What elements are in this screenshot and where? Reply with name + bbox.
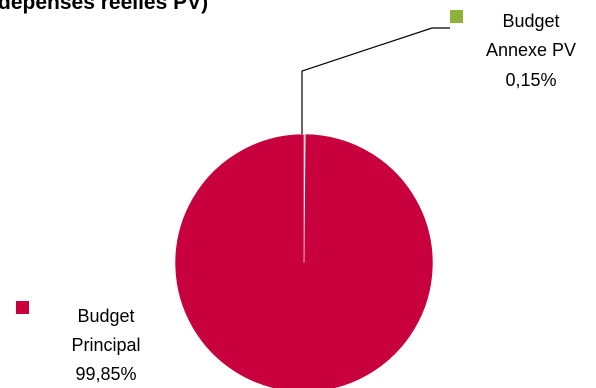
data-label-budget-annexe-pv-value: 0,15% — [505, 70, 556, 90]
data-label-budget-annexe-pv-name-0: Budget — [502, 11, 559, 31]
data-label-budget-principal-name-1: Principal — [71, 335, 140, 355]
chart-title: dépenses réelles PV) — [0, 0, 209, 14]
leader-line — [301, 27, 450, 134]
data-label-budget-annexe-pv-name-1: Annexe PV — [486, 40, 576, 60]
data-label-budget-principal-value: 99,85% — [75, 364, 136, 384]
legend-marker-budget-annexe-pv — [450, 10, 463, 23]
data-label-budget-principal-name-0: Budget — [77, 306, 134, 326]
pie-slice-budget-principal — [174, 133, 434, 388]
legend-marker-budget-principal — [16, 301, 29, 314]
